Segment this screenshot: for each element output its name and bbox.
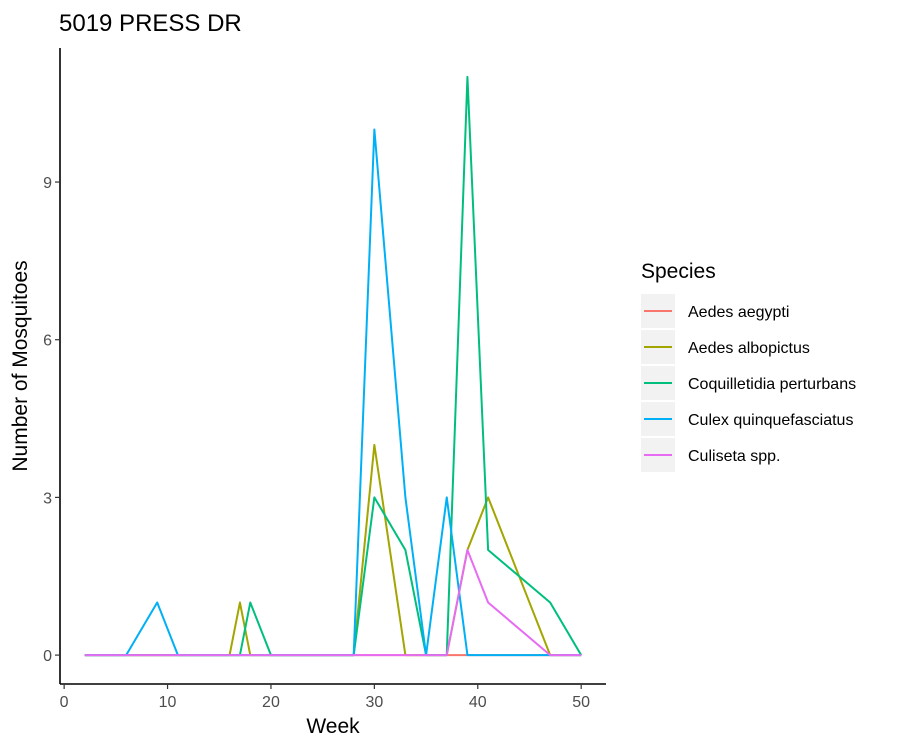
x-tick-label: 0 (60, 694, 69, 711)
series-layer (84, 75, 583, 657)
legend-item-aedes-aegypti: Aedes aegypti (641, 294, 789, 328)
legend-label: Aedes albopictus (688, 340, 810, 357)
y-tick-label: 6 (43, 333, 52, 350)
y-axis-title: Number of Mosquitoes (9, 260, 32, 471)
series-line-aedes-albopictus (84, 443, 582, 657)
y-tick-label: 3 (43, 490, 52, 507)
legend-item-coquilletidia-perturbans: Coquilletidia perturbans (641, 366, 856, 400)
legend-items: Aedes aegypti Aedes albopictus Coquilletid… (641, 294, 856, 472)
x-tick-label: 50 (572, 694, 590, 711)
legend-label: Coquilletidia perturbans (688, 376, 856, 393)
y-tick-label: 9 (43, 175, 52, 192)
x-axis-title: Week (306, 715, 360, 738)
legend: Species Aedes aegypti Aedes albopictus Coq… (641, 260, 856, 472)
x-tick-label: 20 (262, 694, 280, 711)
x-axis-ticks: 0 10 20 30 40 50 (60, 684, 590, 711)
series-line-culex-quinquefasciatus (84, 128, 582, 657)
x-tick-label: 30 (365, 694, 383, 711)
y-axis-ticks: 0 3 6 9 (43, 175, 60, 665)
legend-item-culex-quinquefasciatus: Culex quinquefasciatus (641, 402, 853, 436)
legend-label: Culex quinquefasciatus (688, 412, 853, 429)
series-line-culiseta-spp (84, 548, 582, 657)
legend-item-culiseta-spp: Culiseta spp. (641, 438, 781, 472)
chart-title: 5019 PRESS DR (59, 10, 242, 37)
y-tick-label: 0 (43, 648, 52, 665)
series-line-coquilletidia-perturbans (84, 75, 583, 657)
legend-title: Species (641, 260, 716, 283)
legend-item-aedes-albopictus: Aedes albopictus (641, 330, 810, 364)
legend-label: Aedes aegypti (688, 304, 789, 321)
x-tick-label: 40 (469, 694, 487, 711)
x-tick-label: 10 (159, 694, 177, 711)
legend-label: Culiseta spp. (688, 448, 781, 465)
